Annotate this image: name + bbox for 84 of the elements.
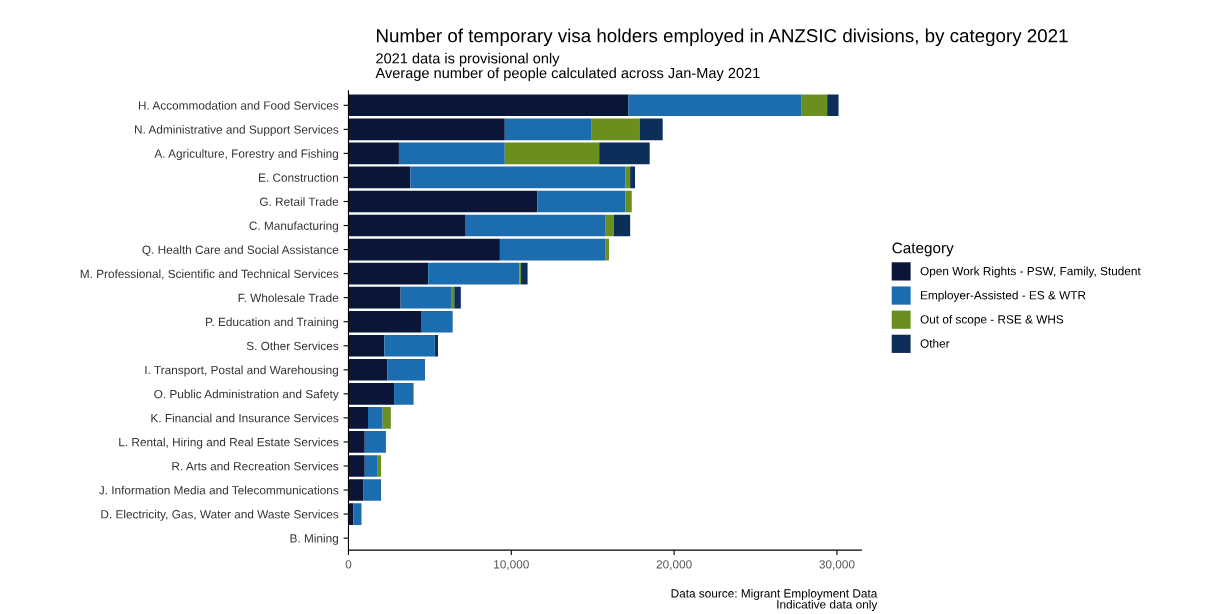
legend-title: Category [892, 242, 954, 257]
bar [364, 455, 378, 477]
bar [348, 383, 395, 405]
y-tick-label: R. Arts and Recreation Services [172, 461, 339, 471]
y-tick-label: D. Electricity, Gas, Water and Waste Services [101, 509, 339, 521]
bar [628, 94, 802, 117]
y-tick-label: I. Transport, Postal and Warehousing [145, 365, 338, 377]
bar [398, 142, 505, 165]
bar [377, 455, 382, 477]
y-tick-label: L. Rental, Hiring and Real Estate Services [119, 437, 339, 449]
bar [625, 190, 632, 213]
bar [348, 407, 369, 429]
bar [605, 238, 609, 261]
bar [599, 142, 650, 165]
x-tick-label: 20,000 [656, 560, 692, 570]
y-tick-label: K. Financial and Insurance Services [151, 413, 339, 423]
bar [605, 214, 614, 237]
bar [421, 310, 453, 333]
bar [348, 142, 399, 165]
bar [382, 407, 391, 429]
bar [364, 431, 386, 453]
y-tick-label: M. Professional, Scientific and Technical Services [80, 269, 339, 280]
bar [348, 334, 385, 357]
y-tick-label: B. Mining [290, 533, 338, 545]
y-tick-label: E. Construction [259, 173, 338, 182]
bar [394, 383, 414, 405]
bar [537, 190, 626, 213]
bar [348, 262, 429, 285]
bar [504, 118, 592, 141]
y-tick-label: H. Accommodation and Food Services [138, 101, 339, 110]
bar [348, 479, 364, 501]
chart-subtitle: 2021 data is provisional only Average number of people calculated across Jan-May 2021 [375, 52, 760, 82]
bar [348, 166, 411, 189]
bar [428, 262, 520, 285]
bar [454, 286, 461, 309]
bar [591, 118, 640, 141]
y-tick-label: O. Public Administration and Safety [154, 389, 339, 401]
bar [625, 166, 631, 189]
bar [827, 94, 839, 117]
y-tick-label: G. Retail Trade [259, 197, 339, 206]
chart-title: Number of temporary visa holders employed in ANZSIC divisions, by category 2021 [377, 28, 1068, 47]
bar [348, 190, 538, 213]
bar [613, 214, 631, 237]
x-tick-label: 30,000 [819, 560, 855, 570]
bar [387, 358, 425, 381]
legend-label: Open Work Rights - PSW, Family, Student [920, 266, 1141, 278]
bar [410, 166, 626, 189]
bar [384, 334, 435, 357]
y-tick-label: N. Administrative and Support Services [135, 125, 339, 137]
x-tick-label: 0 [345, 560, 352, 569]
bar [630, 166, 636, 189]
bar [348, 214, 466, 237]
bar [363, 479, 382, 501]
y-tick-label: Q. Health Care and Social Assistance [142, 245, 339, 257]
y-tick-label: A. Agriculture, Forestry and Fishing [154, 149, 338, 161]
bar [348, 118, 505, 141]
bar [499, 238, 606, 261]
y-tick-label: P. Education and Training [206, 317, 338, 329]
legend-label: Out of scope - RSE & WHS [920, 314, 1064, 326]
bar [348, 286, 401, 309]
y-tick-label: C. Manufacturing [249, 221, 338, 233]
bar [451, 286, 455, 309]
bar [434, 334, 439, 357]
bar [353, 503, 362, 525]
source-note: Data source: Migrant Employment Data Indicative data only [671, 588, 878, 611]
y-tick-label: F. Wholesale Trade [238, 293, 339, 303]
bar [639, 118, 663, 141]
bar [348, 358, 388, 381]
bar [504, 142, 600, 165]
x-tick-label: 10,000 [494, 560, 529, 570]
bar [400, 286, 452, 309]
bar [348, 310, 422, 333]
legend-label: Employer-Assisted - ES & WTR [921, 290, 1086, 302]
bar [521, 262, 528, 285]
bar [801, 94, 828, 117]
bar [348, 431, 365, 453]
y-tick-label: J. Information Media and Telecommunications [99, 485, 339, 495]
bar [465, 214, 606, 237]
bar [348, 94, 629, 117]
y-tick-label: S. Other Services [246, 341, 339, 351]
bar [348, 455, 365, 477]
bar [348, 238, 500, 261]
bar [368, 407, 383, 429]
legend-label: Other [920, 339, 950, 348]
